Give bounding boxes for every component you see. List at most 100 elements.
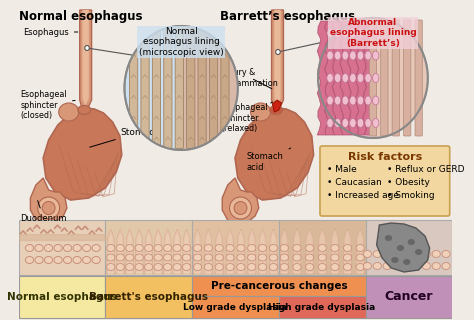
Polygon shape xyxy=(43,108,122,200)
Polygon shape xyxy=(259,230,266,273)
Ellipse shape xyxy=(350,74,356,83)
Ellipse shape xyxy=(344,263,352,270)
FancyBboxPatch shape xyxy=(192,276,365,296)
FancyBboxPatch shape xyxy=(105,276,192,318)
Ellipse shape xyxy=(116,254,124,261)
Ellipse shape xyxy=(173,244,181,252)
Polygon shape xyxy=(377,223,429,272)
Ellipse shape xyxy=(442,262,450,269)
Ellipse shape xyxy=(64,257,72,263)
Ellipse shape xyxy=(357,51,364,60)
Ellipse shape xyxy=(35,257,43,263)
Polygon shape xyxy=(30,178,67,225)
Text: • Smoking: • Smoking xyxy=(387,190,434,199)
Ellipse shape xyxy=(116,263,124,270)
Ellipse shape xyxy=(383,251,391,258)
Text: • Obesity: • Obesity xyxy=(387,178,429,187)
Ellipse shape xyxy=(193,263,201,270)
Text: Cancer: Cancer xyxy=(384,291,433,303)
Ellipse shape xyxy=(357,96,364,105)
Ellipse shape xyxy=(226,244,234,252)
Ellipse shape xyxy=(327,74,333,83)
Text: Stomach: Stomach xyxy=(90,127,161,147)
Ellipse shape xyxy=(251,103,271,121)
Text: Risk factors: Risk factors xyxy=(348,152,422,162)
Ellipse shape xyxy=(327,118,333,127)
Ellipse shape xyxy=(373,96,379,105)
Polygon shape xyxy=(237,230,245,273)
Ellipse shape xyxy=(335,118,341,127)
Ellipse shape xyxy=(82,257,91,263)
FancyBboxPatch shape xyxy=(392,20,400,136)
Ellipse shape xyxy=(258,254,267,261)
Ellipse shape xyxy=(306,263,314,270)
Ellipse shape xyxy=(173,254,181,261)
Ellipse shape xyxy=(318,263,327,270)
FancyBboxPatch shape xyxy=(152,27,161,148)
Ellipse shape xyxy=(73,257,81,263)
Ellipse shape xyxy=(412,262,421,269)
Text: • Male: • Male xyxy=(327,164,357,173)
Ellipse shape xyxy=(280,263,289,270)
Ellipse shape xyxy=(432,262,440,269)
Ellipse shape xyxy=(318,254,327,261)
Ellipse shape xyxy=(344,254,352,261)
Polygon shape xyxy=(356,230,364,273)
Ellipse shape xyxy=(391,257,399,263)
Ellipse shape xyxy=(331,244,339,252)
Ellipse shape xyxy=(182,254,191,261)
FancyBboxPatch shape xyxy=(320,146,450,216)
Ellipse shape xyxy=(373,251,382,258)
Ellipse shape xyxy=(327,51,333,60)
Polygon shape xyxy=(117,230,124,273)
FancyBboxPatch shape xyxy=(129,27,138,148)
Ellipse shape xyxy=(356,244,365,252)
Ellipse shape xyxy=(45,257,53,263)
Polygon shape xyxy=(183,230,190,273)
Ellipse shape xyxy=(365,74,371,83)
Ellipse shape xyxy=(402,262,411,269)
Text: High grade dysplasia: High grade dysplasia xyxy=(268,303,375,312)
Ellipse shape xyxy=(393,251,401,258)
Polygon shape xyxy=(306,230,313,273)
Ellipse shape xyxy=(38,197,60,219)
Ellipse shape xyxy=(350,96,356,105)
Ellipse shape xyxy=(335,28,341,37)
Polygon shape xyxy=(319,230,326,273)
Ellipse shape xyxy=(92,244,100,252)
Ellipse shape xyxy=(335,51,341,60)
Ellipse shape xyxy=(335,96,341,105)
Ellipse shape xyxy=(331,263,339,270)
Ellipse shape xyxy=(258,263,267,270)
Polygon shape xyxy=(126,230,133,273)
Polygon shape xyxy=(248,230,255,273)
Ellipse shape xyxy=(154,263,162,270)
Ellipse shape xyxy=(331,254,339,261)
Ellipse shape xyxy=(247,263,256,270)
Ellipse shape xyxy=(357,28,364,37)
Ellipse shape xyxy=(126,254,134,261)
Polygon shape xyxy=(273,100,282,112)
Ellipse shape xyxy=(403,259,410,265)
Ellipse shape xyxy=(215,254,223,261)
Polygon shape xyxy=(136,230,143,273)
Ellipse shape xyxy=(415,249,422,255)
Polygon shape xyxy=(356,21,366,135)
Ellipse shape xyxy=(182,244,191,252)
Ellipse shape xyxy=(92,257,100,263)
FancyBboxPatch shape xyxy=(381,20,388,136)
Wedge shape xyxy=(181,26,238,150)
Ellipse shape xyxy=(164,254,172,261)
Ellipse shape xyxy=(350,118,356,127)
Polygon shape xyxy=(82,10,89,106)
Text: Injury &
inflammation: Injury & inflammation xyxy=(224,68,278,89)
Ellipse shape xyxy=(73,244,81,252)
Ellipse shape xyxy=(78,106,91,115)
Ellipse shape xyxy=(154,254,162,261)
Ellipse shape xyxy=(373,28,379,37)
FancyBboxPatch shape xyxy=(403,20,411,136)
FancyBboxPatch shape xyxy=(279,220,365,275)
Ellipse shape xyxy=(356,263,365,270)
Ellipse shape xyxy=(116,244,124,252)
Ellipse shape xyxy=(107,244,115,252)
